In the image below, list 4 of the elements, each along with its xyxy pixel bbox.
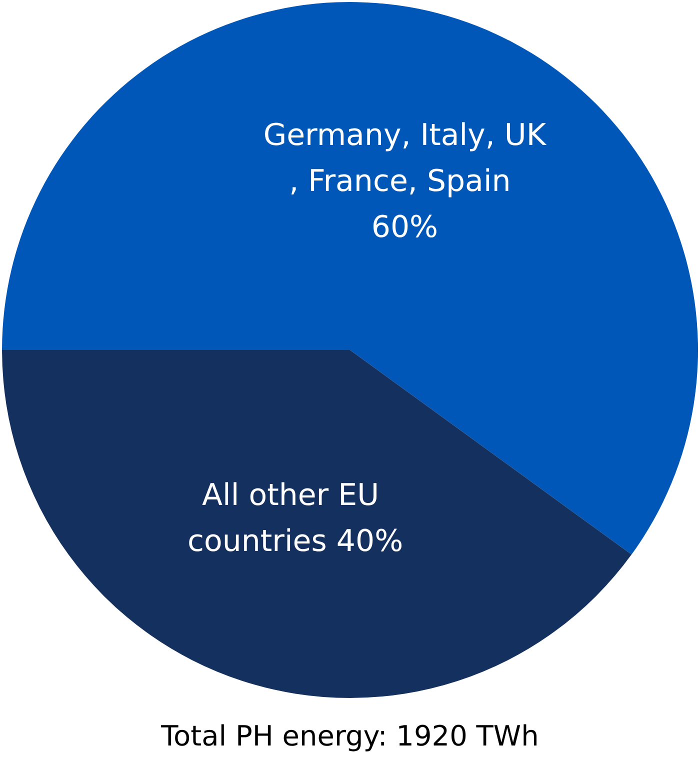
slice-label: All other EU countries 40% — [187, 478, 404, 559]
text: Total PH energy: 1920 TWh — [160, 720, 539, 752]
slice-label: Germany, Italy, UK, France, Spain — [263, 118, 548, 200]
data-label: 60% — [371, 210, 438, 246]
